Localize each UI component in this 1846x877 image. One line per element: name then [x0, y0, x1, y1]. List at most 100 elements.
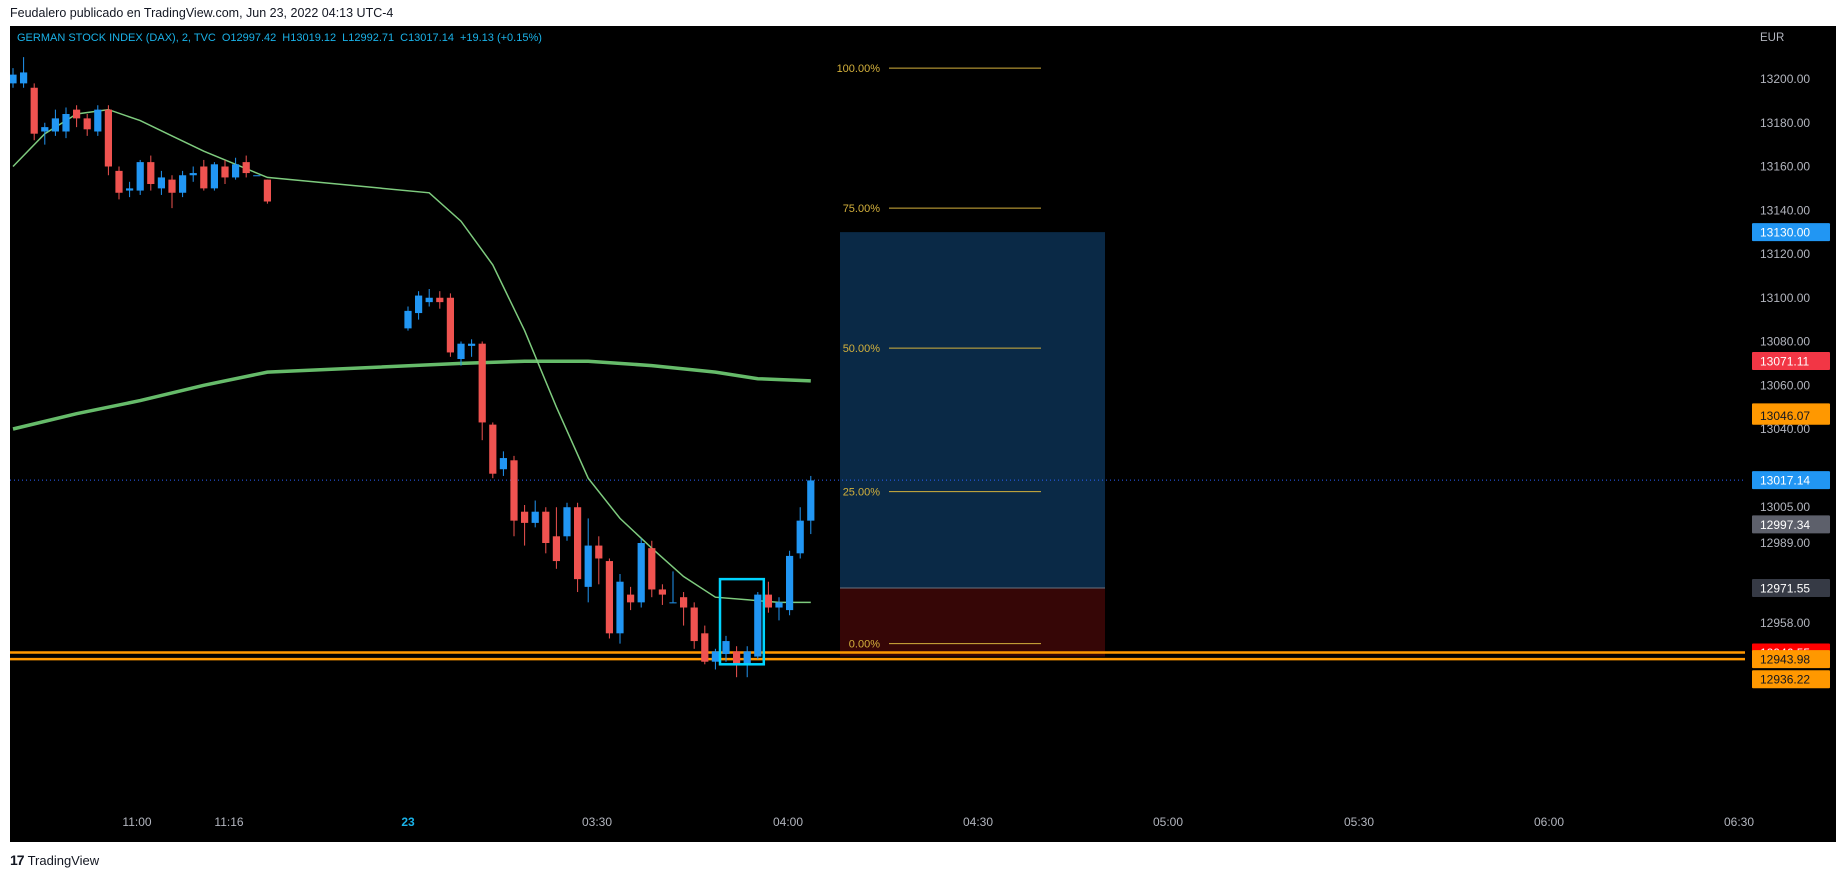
- candle-body-34: [499, 458, 507, 470]
- candle-body-55: [722, 641, 730, 654]
- symbol-header-part-5: +19.13 (+0.15%): [460, 32, 542, 44]
- candle-8: [94, 105, 102, 136]
- fib-label-2: 50.00%: [843, 343, 881, 355]
- candle-13: [147, 155, 155, 191]
- price-chart[interactable]: 100.00% 75.00% 50.00% 25.00% 0.00% GERMAN STO…: [10, 26, 1836, 842]
- candle-19: [210, 162, 218, 191]
- candle-body-1: [20, 72, 28, 84]
- candle-body-10: [115, 170, 123, 193]
- candle-body-0: [10, 74, 17, 84]
- candle-52: [690, 602, 698, 649]
- candle-body-24: [263, 179, 271, 202]
- price-tag-box-9: [1752, 670, 1830, 689]
- y-tick-3: 13140.00: [1760, 203, 1810, 217]
- candle-20: [221, 159, 229, 184]
- x-tick-3: 03:30: [582, 815, 612, 829]
- candle-25: [404, 306, 412, 331]
- y-tick-4: 13120.00: [1760, 247, 1810, 261]
- target-zone: [840, 232, 1105, 589]
- candle-body-8: [94, 109, 102, 132]
- candle-11: [126, 181, 134, 198]
- candle-body-15: [168, 179, 176, 193]
- candle-38: [542, 507, 550, 554]
- candle-10: [115, 166, 123, 200]
- candle-body-7: [83, 118, 91, 130]
- candle-63: [807, 475, 815, 535]
- publisher-text: Feudalero publicado en TradingView.com, …: [10, 6, 394, 20]
- footer-brand[interactable]: 17 TradingView: [10, 852, 99, 868]
- candle-48: [648, 540, 656, 598]
- symbol-header-part-3: L12992.71: [342, 32, 394, 44]
- candle-29: [446, 293, 454, 357]
- candle-32: [478, 341, 486, 441]
- candle-34: [499, 451, 507, 476]
- candle-body-51: [680, 597, 688, 608]
- candle-body-36: [521, 511, 529, 523]
- candle-50: [669, 571, 677, 604]
- candle-22: [242, 155, 250, 178]
- candle-62: [796, 507, 804, 559]
- candle-3: [41, 122, 49, 145]
- y-tick-2: 13160.00: [1760, 160, 1810, 174]
- candle-body-25: [404, 310, 412, 329]
- candle-body-62: [796, 520, 804, 554]
- candle-51: [680, 592, 688, 626]
- candle-23: [253, 175, 261, 177]
- candle-body-46: [627, 594, 635, 603]
- candle-17: [189, 166, 197, 182]
- highlight-box: [718, 577, 766, 666]
- candle-43: [595, 536, 603, 585]
- price-tag-0: 13130.00: [1752, 223, 1830, 242]
- candle-45: [616, 573, 624, 644]
- candle-body-28: [436, 297, 444, 303]
- price-tag-text-6: 12971.55: [1760, 582, 1810, 596]
- price-tag-6: 12971.55: [1752, 579, 1830, 598]
- candle-body-18: [200, 166, 208, 189]
- candle-body-9: [104, 109, 112, 167]
- candle-body-3: [41, 127, 49, 132]
- symbol-header-part-1: O12997.42: [222, 32, 276, 44]
- candle-body-16: [179, 175, 187, 193]
- currency-label: EUR: [1760, 32, 1784, 44]
- candle-54: [711, 648, 719, 670]
- y-tick-9: 13005.00: [1760, 500, 1810, 514]
- candle-body-54: [711, 651, 719, 662]
- price-tag-text-5: 12997.34: [1760, 518, 1810, 532]
- candle-body-26: [415, 295, 423, 314]
- candle-body-59: [764, 594, 772, 608]
- candle-40: [563, 502, 571, 541]
- price-tag-box-0: [1752, 223, 1830, 242]
- candle-18: [200, 159, 208, 191]
- candle-33: [489, 422, 497, 479]
- candle-58: [754, 592, 762, 660]
- x-tick-5: 04:30: [963, 815, 993, 829]
- candle-body-53: [701, 633, 709, 662]
- candle-body-42: [584, 545, 592, 587]
- candle-body-32: [478, 343, 486, 423]
- candle-4: [51, 109, 59, 136]
- symbol-header-part-4: C13017.14: [400, 32, 454, 44]
- price-tag-box-6: [1752, 579, 1830, 598]
- price-tag-box-8: [1752, 650, 1830, 669]
- price-tag-box-3: [1752, 406, 1830, 425]
- candle-body-58: [754, 594, 762, 657]
- candle-59: [764, 581, 772, 613]
- price-tag-text-8: 12943.98: [1760, 653, 1810, 667]
- x-tick-9: 06:30: [1724, 815, 1754, 829]
- candle-body-4: [51, 118, 59, 132]
- candle-body-48: [648, 548, 656, 590]
- candle-body-11: [126, 188, 134, 191]
- price-tag-5: 12997.34: [1752, 515, 1830, 534]
- price-tag-1: 13071.11: [1752, 351, 1830, 370]
- candle-9: [104, 105, 112, 176]
- chart-area[interactable]: 100.00% 75.00% 50.00% 25.00% 0.00% GERMAN STO…: [10, 26, 1836, 842]
- candle-28: [436, 291, 444, 309]
- y-tick-1: 13180.00: [1760, 116, 1810, 130]
- candle-body-19: [210, 164, 218, 189]
- candle-body-29: [446, 297, 454, 353]
- fib-label-3: 25.00%: [843, 487, 881, 499]
- candle-body-56: [733, 651, 741, 665]
- candle-57: [743, 646, 751, 678]
- price-tag-box-4: [1752, 471, 1830, 490]
- price-tag-text-1: 13071.11: [1760, 354, 1809, 368]
